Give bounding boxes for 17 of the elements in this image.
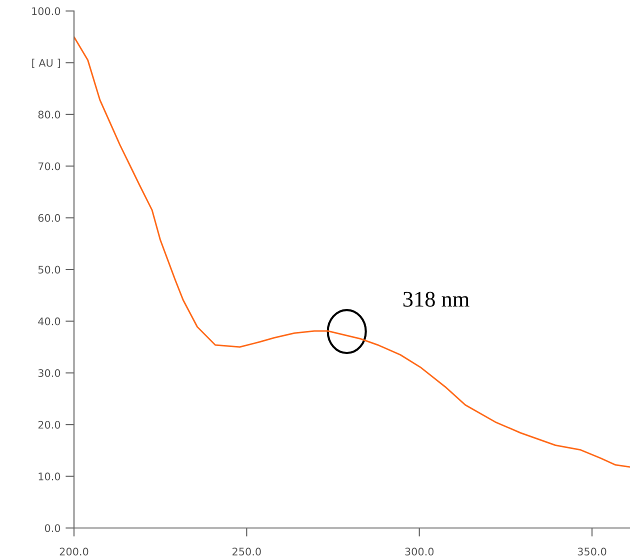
y-tick-label: 10.0 bbox=[38, 472, 60, 480]
y-tick-label: 60.0 bbox=[38, 214, 60, 222]
y-tick-label: 20.0 bbox=[38, 420, 60, 429]
y-tick-label: 40.0 bbox=[38, 317, 60, 326]
x-tick-label: 250.0 bbox=[232, 548, 261, 556]
y-tick-label: 50.0 bbox=[38, 266, 60, 274]
annotation: 318 nm bbox=[403, 292, 470, 307]
y-tick-label: 70.0 bbox=[38, 162, 60, 170]
line-series bbox=[74, 36, 630, 468]
y-tick-label: 30.0 bbox=[38, 369, 60, 378]
y-tick-label: 100.0 bbox=[32, 7, 60, 16]
y-tick-label: 0.0 bbox=[44, 524, 60, 532]
x-tick-label: 300.0 bbox=[405, 548, 434, 556]
y-tick-label: 80.0 bbox=[38, 110, 60, 119]
x-tick-label: 350.0 bbox=[578, 548, 606, 556]
y-tick-label: [ AU ] bbox=[32, 58, 60, 68]
x-tick-label: 200.0 bbox=[60, 548, 88, 556]
